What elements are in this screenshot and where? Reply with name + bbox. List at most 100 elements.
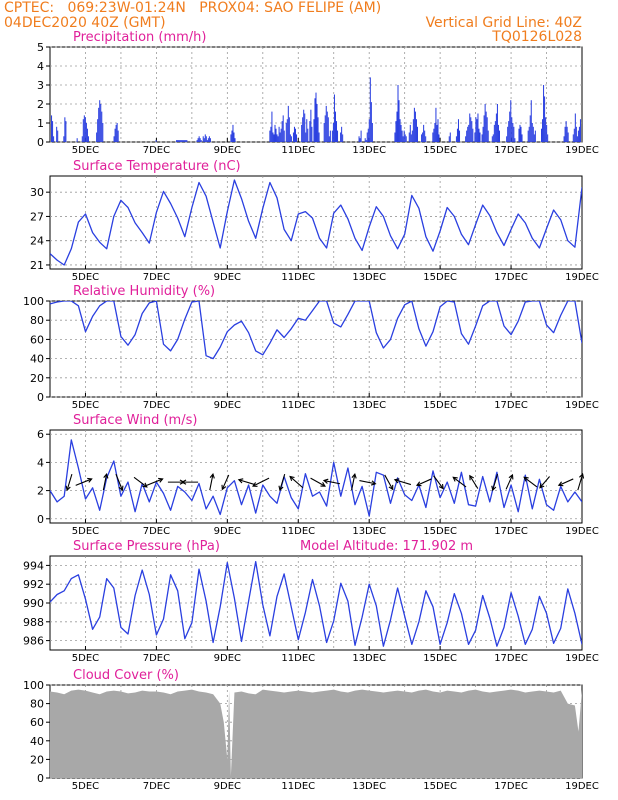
wind-title: Surface Wind (m/s) — [73, 413, 197, 428]
precipitation-panel: 5DEC 7DEC 9DEC 11DEC 13DEC 15DEC 17DEC 19DEC 0 1 2… — [37, 30, 599, 156]
wind-arrow — [351, 474, 356, 491]
precip-bar — [563, 136, 565, 142]
wind-arrow-head — [469, 474, 475, 481]
precip-bar — [314, 98, 316, 142]
precip-bar — [491, 136, 493, 142]
precip-bar — [467, 126, 469, 142]
precip-bar — [519, 124, 521, 142]
precip-bar — [179, 140, 181, 142]
humidity-ytick-label: 80 — [30, 314, 44, 327]
wind-arrow-head — [523, 476, 529, 482]
precip-bar — [413, 107, 415, 142]
wind-arrow — [238, 479, 255, 486]
humidity-ytick-label: 60 — [30, 333, 44, 346]
wind-arrow-head — [320, 482, 326, 487]
wind-arrow-head — [87, 477, 93, 483]
humidity-ytick-label: 0 — [37, 391, 44, 404]
wind-date-label: 7DEC — [143, 526, 170, 537]
precip-bar — [405, 136, 407, 142]
wind-arrow — [209, 474, 214, 491]
pressure-ytick-label: 992 — [23, 578, 44, 591]
humidity-ytick-label: 40 — [30, 353, 44, 366]
precip-bar — [512, 123, 514, 142]
precip-bar — [57, 130, 59, 142]
precip-bar — [479, 132, 481, 142]
temperature-ytick-label: 27 — [30, 210, 44, 223]
precip-bar — [421, 134, 423, 142]
wind-arrow-head — [209, 473, 215, 479]
precip-bar — [287, 105, 289, 142]
humidity-panel: 5DEC 7DEC 9DEC 11DEC 13DEC 15DEC 17DEC 19DEC 0 20… — [23, 284, 599, 411]
precip-bar — [334, 111, 336, 142]
precip-bar — [333, 94, 335, 142]
cloud-cover-ytick-label: 20 — [30, 753, 44, 766]
precip-bar — [365, 140, 367, 142]
humidity-line — [50, 301, 582, 360]
precip-bar — [290, 136, 292, 142]
precip-bar — [306, 119, 308, 142]
temperature-ytick-label: 30 — [30, 186, 44, 199]
wind-arrow — [539, 476, 550, 489]
precip-bar — [394, 132, 396, 142]
precip-bar — [83, 115, 85, 142]
wind-arrow — [310, 477, 326, 487]
precip-bar — [408, 132, 410, 142]
precip-bar — [230, 134, 232, 142]
precip-bar — [329, 130, 331, 142]
precip-bar — [181, 140, 183, 142]
precip-bar — [180, 140, 182, 142]
wind-ytick-label: 4 — [37, 456, 44, 469]
precip-bar — [202, 136, 204, 142]
precip-bar — [487, 130, 489, 142]
precip-bar — [186, 140, 188, 142]
precip-bar — [510, 100, 512, 142]
precip-bar — [433, 128, 435, 142]
pressure-date-label: 11DEC — [281, 653, 315, 664]
temperature-title: Surface Temperature (nC) — [73, 159, 241, 174]
precip-bar — [572, 134, 574, 142]
cloud-cover-date-label: 9DEC — [214, 781, 241, 792]
precip-bar — [403, 130, 405, 142]
wind-arrow — [289, 476, 304, 489]
header-line1: CPTEC: 069:23W-01:24N PROX04: SAO FELIPE… — [4, 0, 382, 16]
precip-bar — [370, 102, 372, 142]
precip-bar — [404, 134, 406, 142]
precip-bar — [567, 132, 569, 142]
wind-date-label: 17DEC — [494, 526, 528, 537]
wind-arrow — [221, 474, 230, 490]
precip-bar — [309, 121, 311, 142]
precip-bar — [449, 132, 451, 142]
precip-bar — [466, 130, 468, 142]
precip-bar — [197, 138, 199, 142]
precip-bar — [367, 128, 369, 142]
precip-bar — [474, 132, 476, 142]
precip-bar — [87, 136, 89, 142]
precip-bar — [208, 136, 210, 142]
precip-bar — [316, 104, 318, 142]
precip-bar — [278, 126, 280, 142]
precipitation-ytick-label: 3 — [37, 79, 44, 92]
precipitation-date-label: 9DEC — [214, 145, 241, 156]
wind-arrow-head — [252, 482, 258, 487]
precip-bar — [531, 123, 533, 142]
precip-bar — [203, 138, 205, 142]
precip-bar — [204, 134, 206, 142]
precip-bar — [275, 128, 277, 142]
precip-bar — [342, 134, 344, 142]
wind-frame — [49, 429, 583, 524]
wind-arrow-head — [118, 485, 124, 492]
precip-bar — [576, 136, 578, 142]
wind-arrow-head — [393, 478, 400, 484]
precip-bar — [518, 128, 520, 142]
precipitation-date-label: 15DEC — [423, 145, 457, 156]
precip-bar — [533, 134, 535, 142]
precipitation-date-label: 7DEC — [143, 145, 170, 156]
precip-bar — [422, 132, 424, 142]
precip-bar — [325, 105, 327, 142]
humidity-ytick-label: 20 — [30, 372, 44, 385]
precip-bar — [289, 134, 291, 142]
precip-bar — [371, 123, 373, 142]
precip-bar — [207, 138, 209, 142]
pressure-line — [50, 560, 582, 647]
precip-bar — [200, 140, 202, 142]
